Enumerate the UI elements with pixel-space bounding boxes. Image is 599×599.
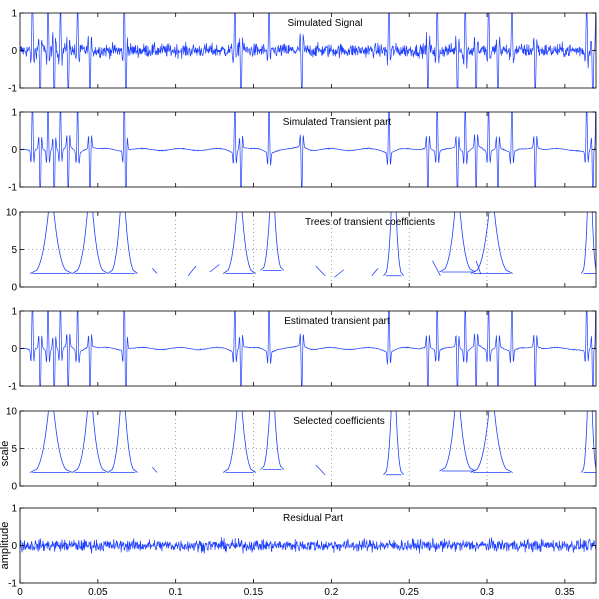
tree-branch (591, 212, 596, 271)
tree-branch (241, 212, 257, 274)
x-tick-label: 0.1 (169, 587, 183, 598)
signal-trace (20, 112, 596, 187)
coefficient-stroke (152, 466, 158, 473)
x-tick-label: 0.2 (324, 587, 338, 598)
coefficient-stroke (432, 260, 441, 276)
tree-branch (591, 411, 596, 470)
subplot-5: 0 5 10 Selected coefficients scale (0, 407, 597, 493)
tree-branch (439, 212, 456, 273)
series-line (20, 311, 596, 386)
x-tick-label: 0.35 (555, 587, 575, 598)
tree-branch (107, 212, 121, 274)
y-tick-label: 0 (11, 541, 17, 552)
coefficient-stroke (187, 265, 197, 276)
coefficient-stroke (315, 265, 326, 277)
tree-branch (260, 212, 271, 271)
tree-branch (92, 411, 109, 473)
tree-branch (494, 411, 513, 473)
y-tick-label: -1 (8, 382, 17, 393)
tree-branch (383, 411, 392, 476)
tree-branch (459, 411, 476, 472)
subplot-title: Estimated transient part (284, 316, 390, 327)
tree-branch (107, 411, 121, 473)
coefficient-stroke (334, 269, 345, 278)
coefficient-stroke (152, 267, 158, 274)
tree-branch (53, 212, 73, 274)
tree-branch (439, 411, 456, 472)
y-tick-label: 10 (6, 208, 18, 219)
y-tick-label: -1 (8, 183, 17, 194)
y-tick-label: -1 (8, 579, 17, 590)
series-line (29, 212, 596, 278)
series-line (20, 537, 596, 554)
x-tick-label: 0 (17, 587, 23, 598)
signal-trace (20, 537, 596, 554)
subplot-title: Trees of transient coefficients (305, 217, 435, 228)
signal-trace (20, 311, 596, 386)
tree-branch (241, 411, 257, 473)
tree-branch (124, 212, 138, 274)
y-tick-label: 10 (6, 407, 18, 418)
coefficient-stroke (371, 267, 379, 277)
tree-branch (395, 411, 405, 476)
tree-branch (395, 212, 405, 277)
coefficient-stroke (315, 464, 326, 476)
subplot-1: -1 0 1 Simulated Signal (8, 9, 597, 95)
tree-branch (92, 212, 109, 274)
y-tick-label: 0 (11, 283, 17, 294)
tree-branch (260, 411, 271, 470)
y-tick-label: 0 (11, 145, 17, 156)
x-tick-label: 0.05 (88, 587, 108, 598)
y-tick-label: 1 (11, 108, 17, 119)
subplot-3: 0 5 10 Trees of transient coefficients (6, 208, 597, 294)
tree-branch (71, 212, 88, 274)
tree-branch (580, 212, 588, 274)
tree-branch (124, 411, 138, 473)
series-line (29, 411, 596, 476)
y-axis-label: amplitude (0, 522, 11, 570)
subplot-2: -1 0 1 Simulated Transient part (8, 108, 597, 194)
coefficient-stroke (475, 260, 482, 275)
subplot-4: -1 0 1 Estimated transient part (8, 307, 597, 393)
tree-branch (494, 212, 513, 274)
tree-branch (274, 212, 285, 271)
tree-branch (222, 212, 238, 274)
tree-branch (470, 212, 490, 274)
x-tick-label: 0.3 (480, 587, 494, 598)
subplot-title: Selected coefficients (293, 416, 385, 427)
y-tick-label: 1 (11, 9, 17, 20)
subplot-title: Simulated Signal (287, 18, 362, 29)
signal-trace (20, 13, 596, 88)
tree-branch (222, 411, 238, 473)
tree-branch (53, 411, 73, 473)
tree-branch (274, 411, 285, 470)
tree-branch (29, 411, 49, 473)
y-tick-label: 0 (11, 482, 17, 493)
y-tick-label: 5 (11, 245, 17, 256)
tree-branch (383, 212, 392, 277)
y-axis-label: scale (0, 441, 11, 467)
subplot-title: Simulated Transient part (283, 117, 392, 128)
tree-branch (71, 411, 88, 473)
tree-branch (580, 411, 588, 473)
y-tick-label: 1 (11, 307, 17, 318)
tree-branch (459, 212, 476, 273)
series-line (20, 112, 596, 187)
x-tick-label: 0.15 (244, 587, 264, 598)
tree-branch (470, 411, 490, 473)
y-tick-label: 0 (11, 344, 17, 355)
subplot-title: Residual Part (283, 513, 343, 524)
tree-branch (29, 212, 49, 274)
x-tick-label: 0.25 (399, 587, 419, 598)
coefficient-stroke (209, 264, 220, 273)
y-tick-label: 0 (11, 46, 17, 57)
y-tick-label: -1 (8, 84, 17, 95)
y-tick-label: 1 (11, 504, 17, 515)
y-tick-label: 5 (11, 444, 17, 455)
series-line (20, 13, 596, 88)
